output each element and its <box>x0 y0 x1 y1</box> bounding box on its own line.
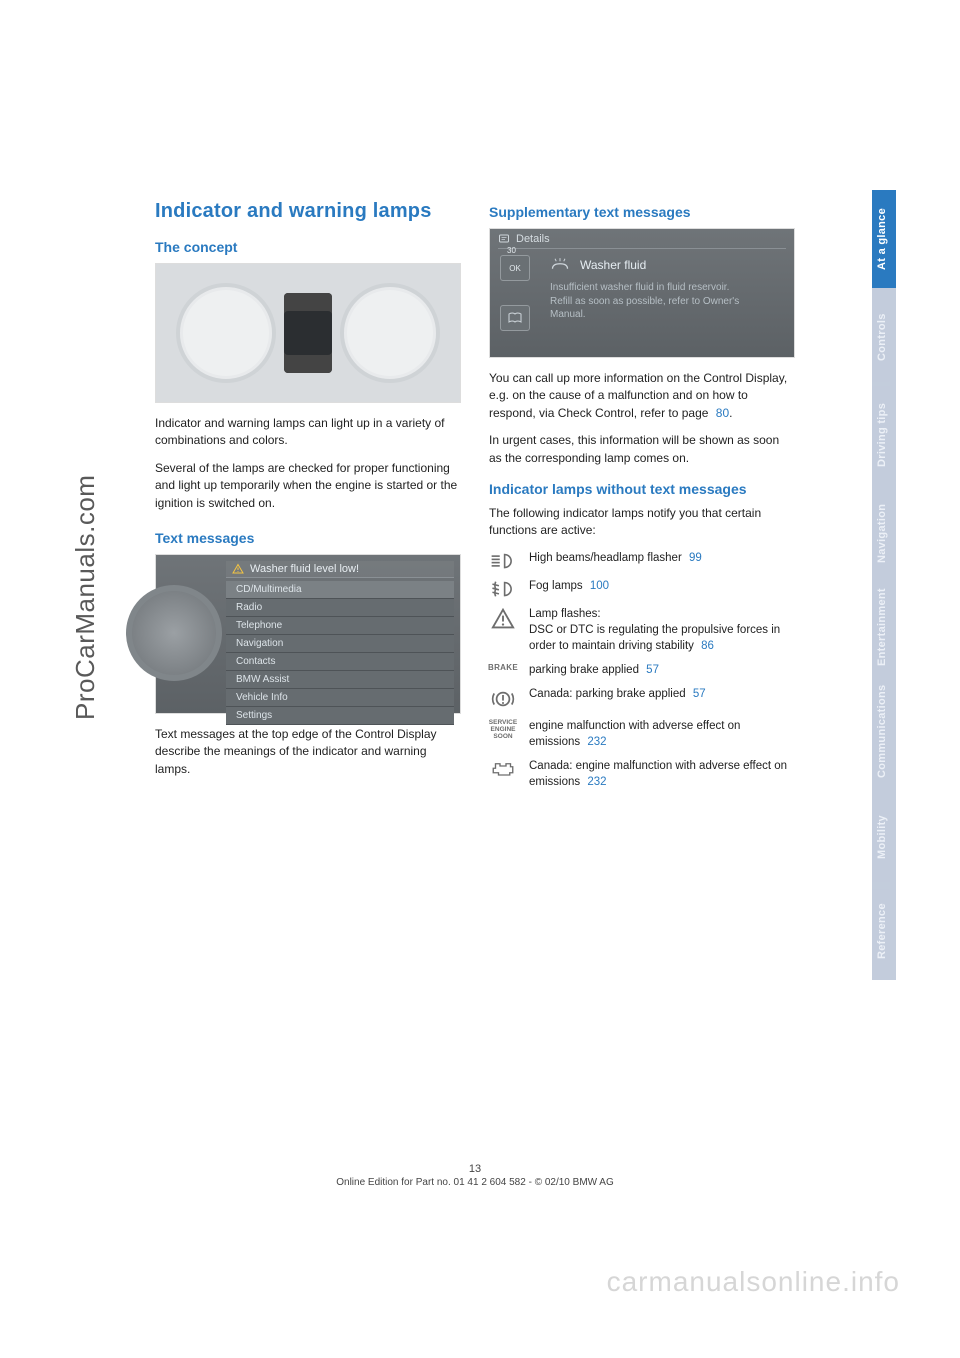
indicator-row: BRAKE parking brake applied 57 <box>489 662 795 678</box>
screen-warning-text: Washer fluid level low! <box>250 563 359 575</box>
supplementary-para-1: You can call up more information on the … <box>489 370 795 422</box>
screen-washer-message: Insufficient washer fluid in fluid reser… <box>550 281 740 322</box>
side-tab-driving-tips[interactable]: Driving tips <box>872 386 896 484</box>
brake-circle-icon <box>489 686 517 710</box>
supplementary-heading: Supplementary text messages <box>489 204 795 220</box>
screen-menu-item: BMW Assist <box>226 671 454 689</box>
indicator-text: engine malfunction with adverse effect o… <box>529 718 795 750</box>
concept-heading: The concept <box>155 239 461 255</box>
gauge-icon <box>126 585 222 681</box>
left-column: Indicator and warning lamps The concept … <box>155 200 461 790</box>
indicator-row: Lamp flashes:DSC or DTC is regulating th… <box>489 606 795 654</box>
screen-washer-title: Washer fluid <box>580 258 646 272</box>
indicator-row: Fog lamps 100 <box>489 578 795 598</box>
supplementary-para-2: In urgent cases, this information will b… <box>489 432 795 467</box>
page-ref[interactable]: 57 <box>646 664 659 676</box>
indicator-text: Canada: parking brake applied 57 <box>529 686 795 702</box>
watermark-bottom: carmanualsonline.info <box>607 1266 900 1298</box>
concept-image <box>155 263 461 403</box>
indicator-row: High beams/headlamp flasher 99 <box>489 550 795 570</box>
indicator-list: High beams/headlamp flasher 99 Fog lamps … <box>489 550 795 791</box>
right-column: Supplementary text messages Details OK <box>489 200 795 790</box>
no-text-intro: The following indicator lamps notify you… <box>489 505 795 540</box>
footer-edition-line: Online Edition for Part no. 01 41 2 604 … <box>336 1177 614 1188</box>
screen-details-header: Details <box>498 233 786 249</box>
page-number: 13 <box>155 1163 795 1175</box>
side-tab-navigation[interactable]: Navigation <box>872 484 896 582</box>
service-engine-icon: SERVICE ENGINE SOON <box>489 718 517 740</box>
screen-menu-item: CD/Multimedia <box>226 581 454 599</box>
engine-outline-icon <box>489 758 517 778</box>
screen-menu-item: Radio <box>226 599 454 617</box>
concept-para-2: Several of the lamps are checked for pro… <box>155 460 461 512</box>
page-ref[interactable]: 232 <box>587 776 606 788</box>
gauge-left-icon <box>176 283 276 383</box>
screen-details-label: Details <box>516 233 550 245</box>
side-tab-reference[interactable]: Reference <box>872 882 896 980</box>
screen-warning-header: Washer fluid level low! <box>226 561 454 578</box>
indicator-text: Lamp flashes:DSC or DTC is regulating th… <box>529 606 795 654</box>
page-ref[interactable]: 86 <box>701 640 714 652</box>
side-tabs: At a glanceControlsDriving tipsNavigatio… <box>872 190 896 980</box>
screen-menu: CD/MultimediaRadioTelephoneNavigationCon… <box>226 581 454 725</box>
side-tab-mobility[interactable]: Mobility <box>872 792 896 882</box>
screen-menu-item: Settings <box>226 707 454 725</box>
indicator-text: parking brake applied 57 <box>529 662 795 678</box>
side-tab-entertainment[interactable]: Entertainment <box>872 582 896 680</box>
side-tab-at-a-glance[interactable]: At a glance <box>872 190 896 288</box>
screen-menu-item: Telephone <box>226 617 454 635</box>
high-beam-icon <box>489 550 517 570</box>
screen-ok-button: OK <box>500 255 530 281</box>
screen-menu-item: Vehicle Info <box>226 689 454 707</box>
indicator-row: SERVICE ENGINE SOON engine malfunction wi… <box>489 718 795 750</box>
page-footer: 13 Online Edition for Part no. 01 41 2 6… <box>155 1163 795 1188</box>
indicator-row: Canada: engine malfunction with adverse … <box>489 758 795 790</box>
side-tab-communications[interactable]: Communications <box>872 680 896 792</box>
page-ref[interactable]: 99 <box>689 552 702 564</box>
indicator-text: High beams/headlamp flasher 99 <box>529 550 795 566</box>
screen-menu-item: Navigation <box>226 635 454 653</box>
warning-triangle-icon <box>232 563 244 575</box>
indicator-row: Canada: parking brake applied 57 <box>489 686 795 710</box>
page-ref[interactable]: 232 <box>587 736 606 748</box>
indicator-text: Canada: engine malfunction with adverse … <box>529 758 795 790</box>
watermark-left: ProCarManuals.com <box>70 475 101 720</box>
fog-lamp-icon <box>489 578 517 598</box>
screen-washer-row: Washer fluid <box>550 257 782 273</box>
screen-side-buttons: OK <box>498 255 532 331</box>
page-ref[interactable]: 100 <box>590 580 609 592</box>
page-ref-80[interactable]: 80 <box>716 406 729 420</box>
brake-text-icon: BRAKE <box>489 662 517 672</box>
no-text-heading: Indicator lamps without text messages <box>489 481 795 497</box>
screen-menu-item: Contacts <box>226 653 454 671</box>
details-icon <box>498 233 510 245</box>
dsc-triangle-icon <box>489 606 517 630</box>
washer-fluid-icon <box>550 257 570 273</box>
side-tab-controls[interactable]: Controls <box>872 288 896 386</box>
screen-book-icon <box>500 305 530 331</box>
supp-p1-post: . <box>729 406 732 420</box>
page-content: Indicator and warning lamps The concept … <box>155 200 795 790</box>
text-messages-para: Text messages at the top edge of the Con… <box>155 726 461 778</box>
concept-para-1: Indicator and warning lamps can light up… <box>155 415 461 450</box>
supplementary-image: Details OK <box>489 228 795 358</box>
indicator-text: Fog lamps 100 <box>529 578 795 594</box>
text-messages-heading: Text messages <box>155 530 461 546</box>
text-messages-image: Washer fluid level low! CD/MultimediaRad… <box>155 554 461 714</box>
cluster-display-icon <box>284 293 332 373</box>
page-title: Indicator and warning lamps <box>155 200 461 223</box>
supp-p1-pre: You can call up more information on the … <box>489 371 787 420</box>
page-ref[interactable]: 57 <box>693 688 706 700</box>
gauge-right-icon <box>340 283 440 383</box>
